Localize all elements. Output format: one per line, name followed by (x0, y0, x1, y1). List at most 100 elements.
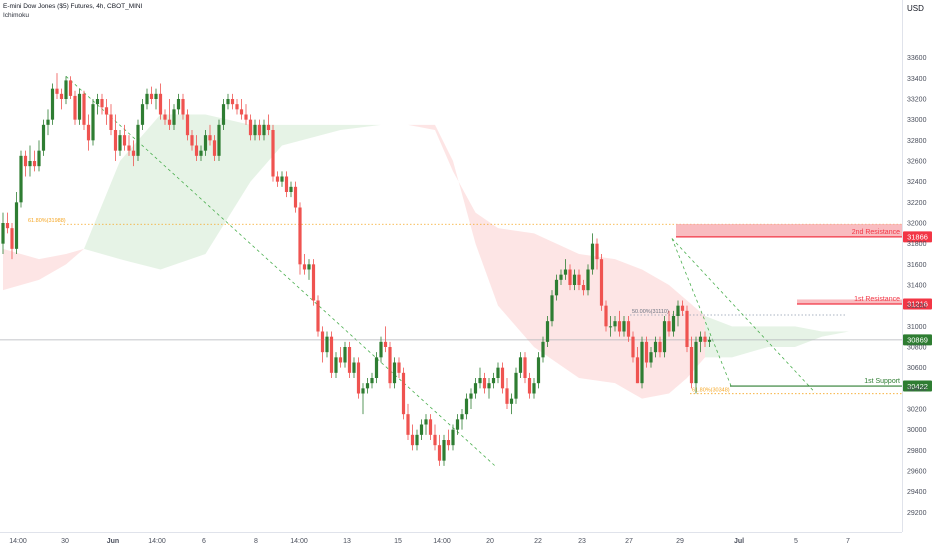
resistance-zone (676, 224, 902, 237)
candle-body (383, 341, 388, 347)
candle-body (482, 378, 487, 389)
candle-body (406, 414, 410, 435)
candle-body (442, 440, 446, 461)
y-tick-label: 31400 (907, 283, 927, 290)
candle-body (59, 93, 64, 99)
y-tick-label: 33400 (907, 76, 927, 83)
candle-body (356, 362, 361, 394)
candle-body (10, 228, 14, 249)
y-tick-label: 33200 (907, 97, 927, 104)
resistance-zone (797, 299, 902, 305)
candle-body (185, 114, 190, 136)
candle-body (334, 357, 338, 373)
candle-body (365, 383, 370, 389)
candle-body (532, 383, 536, 394)
candle-body (343, 347, 347, 363)
candle-body (68, 80, 73, 96)
candle-body (167, 119, 172, 125)
candle-body (613, 321, 617, 327)
candle-body (572, 274, 577, 285)
candle-body (86, 124, 91, 141)
fib-label: 50.00%(31110) (632, 309, 669, 315)
candle-body (527, 378, 532, 394)
candle-body (172, 109, 176, 125)
candle-body (536, 357, 541, 384)
candle-body (370, 378, 374, 384)
candle-body (424, 419, 428, 425)
candle-body (145, 93, 149, 105)
candle-body (473, 383, 478, 394)
candle-body (307, 264, 311, 270)
y-tick-label: 31000 (907, 324, 927, 331)
trend-line-down-2 (671, 238, 816, 393)
candle-body (91, 104, 95, 141)
candle-body (23, 155, 28, 167)
candle-body (500, 367, 505, 389)
y-tick-label: 29800 (907, 448, 927, 455)
candle-body (235, 104, 239, 110)
indicator-label[interactable]: Ichimoku (3, 12, 30, 19)
y-tick-label: 33600 (907, 55, 927, 62)
current-price-tag (903, 334, 932, 346)
candle-body (653, 341, 658, 353)
candle-body (338, 357, 343, 363)
candle-body (586, 269, 590, 291)
candle-body (28, 161, 32, 167)
candle-body (257, 124, 262, 136)
candle-body (14, 202, 19, 249)
x-tick-label: 15 (394, 538, 402, 545)
x-tick-label: 13 (343, 538, 351, 545)
candle-body (689, 347, 694, 384)
candle-body (271, 130, 275, 177)
candle-body (617, 321, 622, 332)
candle-body (55, 88, 59, 94)
y-tick-label: 30000 (907, 427, 927, 434)
candle-body (109, 114, 113, 130)
candle-body (298, 207, 302, 265)
candle-body (239, 109, 244, 115)
level-price-text: 31216 (907, 300, 928, 309)
candle-body (181, 99, 185, 115)
candle-body (248, 119, 253, 136)
candle-body (550, 295, 554, 322)
candle-body (541, 341, 545, 358)
x-tick-label: 8 (254, 538, 258, 545)
candle-body (329, 336, 334, 373)
candle-body (379, 341, 383, 358)
candle-body (208, 135, 212, 141)
candle-body (491, 378, 496, 384)
candle-body (100, 99, 104, 108)
candle-body (649, 352, 653, 363)
candle-body (509, 398, 514, 404)
y-tick-label: 29600 (907, 469, 927, 476)
time-axis[interactable]: 14:00 30 Jun 14:00 6 8 14:00 13 15 14:00 20 22 23 27 2… (0, 532, 902, 546)
candle-body (410, 434, 415, 446)
candle-body (685, 310, 689, 347)
x-tick-label: 29 (676, 538, 684, 545)
candle-body (581, 285, 586, 291)
candle-body (149, 93, 154, 99)
level-name: 1st Resistance (854, 296, 900, 303)
candle-body (680, 305, 685, 311)
fib-label: 61.80%(30348) (692, 388, 730, 394)
candle-body (82, 93, 86, 125)
candle-body (374, 357, 379, 378)
candle-body (568, 269, 572, 285)
candle-body (136, 124, 140, 156)
candle-body (122, 135, 127, 146)
candle-body (221, 104, 226, 125)
level-name: 2nd Resistance (852, 229, 900, 236)
price-axis[interactable]: 29200 29400 29600 29800 30000 30200 30400 30600… (902, 0, 927, 532)
candle-body (95, 99, 100, 105)
cloud-segment-bear (3, 248, 84, 291)
candle-body (302, 264, 307, 270)
y-tick-label: 29400 (907, 489, 927, 496)
y-tick-label: 33000 (907, 117, 927, 124)
candle-body (104, 107, 109, 115)
level-price-text: 31866 (907, 233, 928, 242)
candle-body (266, 124, 271, 130)
level-name: 1st Support (864, 378, 900, 385)
y-tick-label: 32400 (907, 179, 927, 186)
